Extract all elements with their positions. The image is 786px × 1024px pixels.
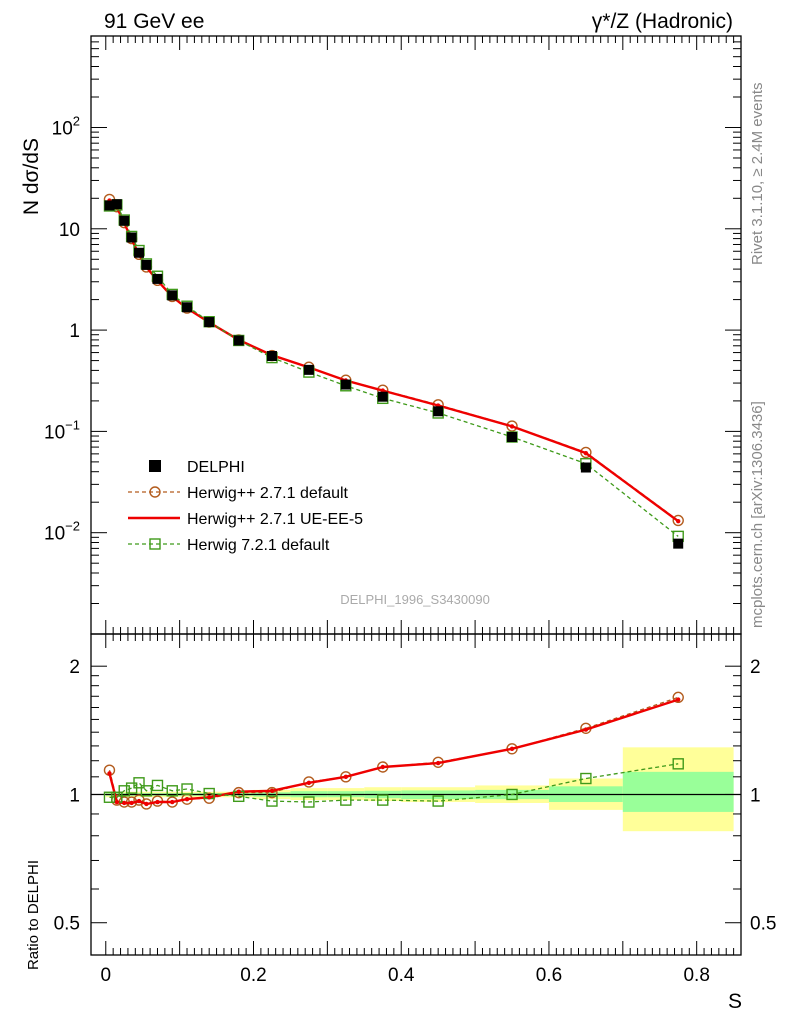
ratio-point-square-dashed [432,795,444,807]
ratio-point-solid [114,799,120,805]
main-point-data [111,199,122,210]
main-point-data [134,247,145,258]
x-tick-label: 0.6 [536,965,562,986]
main-panel: 10−2 10−1 1 10 102 [44,35,742,635]
ratio-point-square-dashed [166,785,178,797]
ratio-point-solid [144,801,149,807]
ratio-point-square-dashed [672,758,684,770]
main-point-data [167,290,178,301]
ratio-y-axis-label: Ratio to DELPHI [25,860,42,970]
ratio-point-solid [122,800,127,806]
ratio-point-solid [269,788,275,793]
main-point-data [303,364,314,375]
main-point-data [152,273,163,284]
ratio-point-solid [155,799,160,805]
ratio-point-solid [107,771,112,776]
ratio-point-square-dashed [377,794,389,806]
legend-marker-circle-dashed [149,486,161,498]
main-watermark: DELPHI_1996_S3430090 [340,592,490,607]
ratio-point-circle-dashed [266,786,278,799]
main-point-solid [676,518,681,524]
x-tick-label: 0.4 [388,965,415,986]
main-point-data [377,391,388,402]
ratio-panel: 0.5 0.5 1 1 2 2 0 0.2 0.4 0.6 0.8 [54,633,776,986]
left-title: 91 GeV ee [104,10,204,33]
ratio-frame [90,633,742,956]
ratio-y-tick-label-right: 1 [750,785,761,806]
ratio-point-solid [136,798,142,804]
main-point-data [266,350,277,361]
main-point-data [126,232,137,243]
main-y-axis-label: N dσ/dS [20,138,43,215]
legend-label: Herwig++ 2.7.1 default [187,485,349,502]
ratio-point-square-dashed [266,795,278,807]
main-point-solid [583,450,589,456]
main-y-tick-label: 1 [69,321,80,342]
ratio-point-solid [129,800,134,806]
ratio-point-square-dashed [580,772,592,785]
ratio-y-tick-label: 0.5 [54,914,80,935]
main-point-data [182,302,193,313]
main-point-data [141,259,152,270]
right-title: γ*/Z (Hadronic) [592,10,733,33]
main-point-solid [509,424,515,429]
ratio-point-solid [343,774,349,780]
ratio-point-square-dashed [340,794,352,806]
ratio-point-square-dashed [118,785,130,797]
ratio-point-solid [184,796,190,802]
rivet-label: Rivet 3.1.10, ≥ 2.4M events [749,83,766,266]
ratio-point-square-dashed [151,779,164,792]
legend-label: DELPHI [187,459,245,476]
legend: DELPHI Herwig++ 2.7.1 default Herwig++ 2.7… [128,459,363,554]
source-label: mcplots.cern.ch [arXiv:1306.3436] [749,401,766,628]
ratio-point-solid [583,727,589,732]
main-y-tick-label: 102 [52,113,80,139]
main-y-tick-label: 10−2 [44,519,80,545]
ratio-point-solid [435,760,441,766]
ratio-point-solid [509,746,515,751]
x-tick-label: 0.8 [683,965,709,986]
legend-marker-square-dashed [149,538,161,550]
main-point-data [204,317,215,328]
main-point-data [673,538,684,549]
main-point-data [433,406,444,417]
ratio-point-solid [206,795,212,800]
ratio-point-solid [306,780,312,786]
legend-label: Herwig 7.2.1 default [187,537,330,554]
main-point-data [340,379,351,390]
main-point-circle-dashed [672,514,684,527]
ratio-point-solid [236,789,241,794]
ratio-point-square-dashed [303,796,315,808]
ratio-point-square-dashed [103,791,116,803]
x-axis-label: S [728,990,742,1013]
ratio-y-tick-label-right: 2 [750,657,761,678]
ratio-point-solid [170,799,175,805]
ratio-point-circle-dashed [672,691,684,704]
ratio-y-tick-label: 2 [69,657,80,678]
x-tick-label: 0 [100,965,111,986]
legend-label: Herwig++ 2.7.1 UE-EE-5 [187,511,363,528]
legend-marker-data [149,460,161,472]
main-point-data [119,215,130,226]
ratio-point-square-dashed [133,777,145,789]
ratio-point-square-dashed [506,788,518,801]
ratio-y-tick-label: 1 [69,785,80,806]
ratio-point-solid [676,697,681,702]
main-point-data [233,335,244,346]
main-point-solid [380,388,385,393]
main-y-tick-label: 10−1 [44,417,80,443]
main-point-data [104,200,115,211]
main-y-tick-label: 10 [59,220,80,241]
ratio-error-band-inner [622,771,734,812]
ratio-y-tick-label-right: 0.5 [750,914,776,935]
ratio-point-square-dashed [181,783,193,795]
ratio-point-solid [380,764,385,770]
x-tick-label: 0.2 [240,965,266,986]
main-point-data [580,462,591,473]
main-point-data [507,432,518,443]
ratio-point-square-dashed [140,785,153,797]
